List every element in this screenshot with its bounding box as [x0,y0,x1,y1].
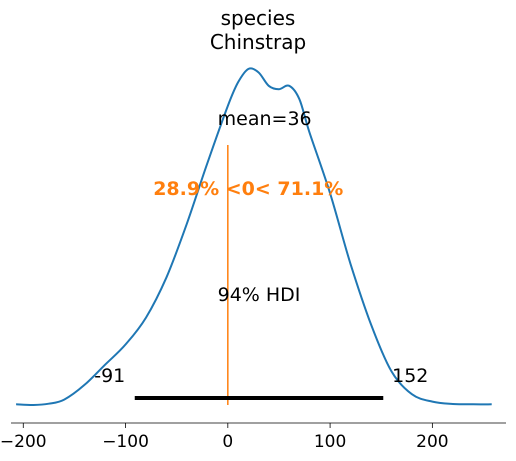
hdi-high-label: 152 [392,365,428,387]
reference-label: 28.9% <0< 71.1% [153,178,343,200]
x-tick-label: −200 [0,432,47,452]
x-tick-label: 200 [416,432,448,452]
density-curve [16,67,492,407]
hdi-label: 94% HDI [218,284,301,306]
x-tick-label: 0 [222,432,233,452]
hdi-low-label: -91 [94,365,125,387]
title-line-1: species [221,6,296,30]
x-axis-ticks: −200 −100 0 100 200 [0,423,449,452]
title-line-2: Chinstrap [210,30,306,54]
x-tick-label: 100 [314,432,346,452]
mean-label: mean=36 [218,108,312,130]
x-tick-label: −100 [102,432,149,452]
